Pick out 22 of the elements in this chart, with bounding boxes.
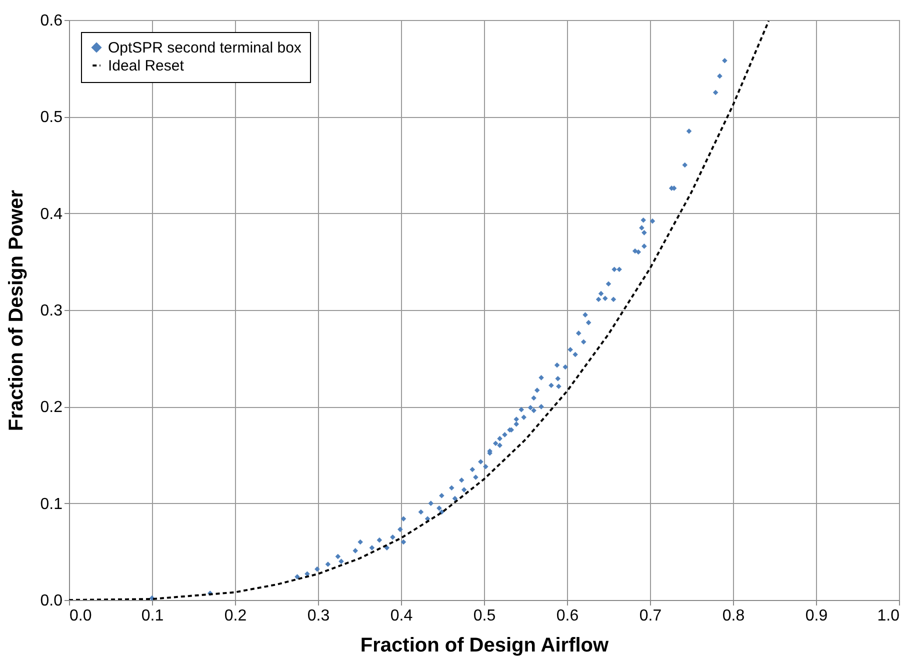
x-axis-title: Fraction of Design Airflow — [360, 634, 610, 656]
legend-label: Ideal Reset — [108, 58, 185, 74]
y-tick-label: 0.3 — [40, 302, 63, 320]
y-axis-title: Fraction of Design Power — [5, 190, 28, 432]
x-tick-label: 0.6 — [556, 608, 579, 624]
x-tick-label: 0.1 — [141, 608, 164, 624]
x-tick-label: 0.9 — [805, 608, 828, 624]
x-tick-label: 0.5 — [473, 608, 496, 624]
y-tick-label: 0.6 — [40, 12, 63, 30]
x-tick-label: 1.0 — [877, 608, 900, 624]
y-tick-label: 0.2 — [40, 399, 63, 416]
x-tick-label: 0.3 — [307, 608, 330, 624]
y-tick-label: 0.0 — [40, 592, 63, 610]
y-tick-label: 0.5 — [40, 109, 63, 126]
x-tick-label: 0.8 — [722, 608, 745, 624]
x-tick-label: 0.7 — [639, 608, 662, 624]
x-tick-label: 0.2 — [224, 608, 247, 624]
x-tick-label: 0.0 — [70, 608, 92, 624]
legend-label: OptSPR second terminal box — [108, 40, 302, 56]
y-tick-label: 0.4 — [40, 206, 63, 223]
x-tick-label: 0.4 — [390, 608, 413, 624]
y-tick-label: 0.1 — [40, 496, 63, 513]
